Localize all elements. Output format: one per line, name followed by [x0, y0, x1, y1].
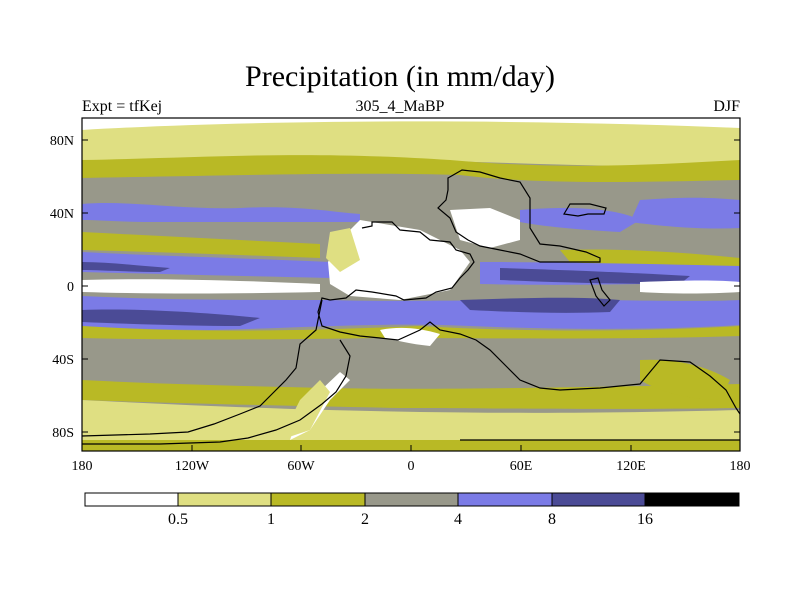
x-axis-labels: 180 120W 60W 0 60E 120E 180 [72, 459, 751, 474]
north-light-band [82, 121, 740, 167]
n-tropic-olive [82, 232, 320, 258]
y-axis-labels: 80N 40N 0 40S 80S [50, 134, 74, 441]
north-blue-band-east [630, 197, 740, 229]
asia-blue-patch [520, 208, 640, 232]
south-olive-band [82, 380, 740, 409]
precip-field [82, 118, 740, 451]
south-light-band [82, 400, 740, 440]
colorbar-label: 4 [454, 511, 462, 528]
equator-dry-pacific [82, 279, 320, 294]
n-tropic-darkblue [82, 262, 170, 272]
colorbar-swatch [271, 493, 365, 506]
australia-olive [640, 359, 730, 400]
x-tick-label: 180 [730, 459, 751, 474]
s-tropic-darkblue-e [460, 297, 620, 313]
indo-darkblue-band [500, 268, 690, 284]
x-tick-label: 180 [72, 459, 93, 474]
colorbar-label: 2 [361, 511, 369, 528]
colorbar-label: 0.5 [168, 511, 188, 528]
x-tick-label: 60E [510, 459, 533, 474]
x-tick-label: 0 [408, 459, 415, 474]
coastlines [82, 169, 740, 445]
y-tick-label: 40S [52, 353, 74, 368]
colorbar-label: 8 [548, 511, 556, 528]
colorbar-swatch [85, 493, 178, 506]
north-olive-band [82, 155, 740, 183]
y-tick-label: 40N [50, 207, 74, 222]
equator-dry-east [640, 280, 740, 294]
colorbar-swatch [365, 493, 458, 506]
y-tick-label: 80N [50, 134, 74, 149]
y-tick-label: 80S [52, 426, 74, 441]
y-tick-label: 0 [67, 280, 74, 295]
colorbar-swatch [458, 493, 552, 506]
south-america-light [280, 380, 330, 440]
north-blue-band-west [82, 203, 360, 222]
colorbar-swatch [645, 493, 739, 506]
colorbar-label: 16 [637, 511, 653, 528]
map-title: Precipitation (in mm/day) [245, 60, 555, 93]
period-label: 305_4_MaBP [355, 98, 445, 115]
tick-marks [81, 139, 741, 451]
season-label: DJF [713, 98, 740, 115]
s-africa-dry [380, 327, 440, 346]
s-tropic-darkblue-w [82, 309, 260, 326]
x-tick-label: 120E [616, 459, 646, 474]
colorbar-swatch [552, 493, 645, 506]
arabia-dry [450, 208, 520, 248]
colorbar: 0.5 1 2 4 8 16 [84, 492, 740, 528]
colorbar-label: 1 [267, 511, 275, 528]
experiment-label: Expt = tfKej [82, 98, 163, 115]
x-tick-label: 120W [175, 459, 210, 474]
africa-margin [326, 228, 360, 272]
colorbar-swatch [178, 493, 271, 506]
x-tick-label: 60W [287, 459, 315, 474]
w-pacific-olive [560, 249, 740, 270]
